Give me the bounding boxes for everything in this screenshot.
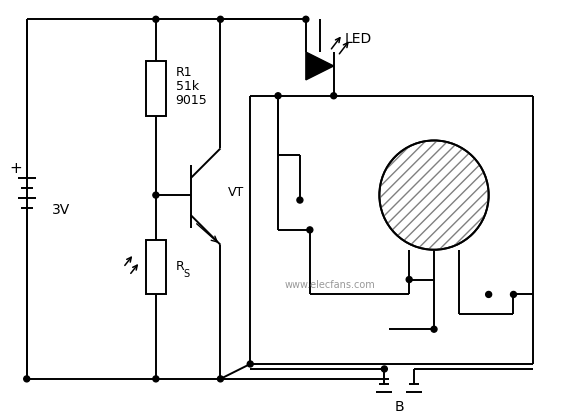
- Circle shape: [379, 140, 489, 250]
- Circle shape: [23, 376, 30, 382]
- Polygon shape: [306, 52, 333, 80]
- Circle shape: [153, 16, 159, 22]
- Circle shape: [248, 361, 253, 367]
- Text: 9015: 9015: [176, 94, 207, 107]
- Circle shape: [218, 16, 223, 22]
- Bar: [146, 240, 166, 294]
- Circle shape: [406, 276, 412, 283]
- Text: R: R: [176, 260, 185, 273]
- Bar: [146, 61, 166, 116]
- Circle shape: [331, 93, 337, 99]
- Circle shape: [153, 192, 159, 198]
- Circle shape: [307, 227, 313, 233]
- Text: S: S: [184, 268, 190, 278]
- Circle shape: [382, 366, 387, 372]
- Text: VT: VT: [229, 186, 245, 199]
- Circle shape: [153, 376, 159, 382]
- Text: B: B: [394, 400, 404, 414]
- Text: 3V: 3V: [52, 203, 70, 217]
- Circle shape: [297, 197, 303, 203]
- Text: +: +: [9, 161, 22, 176]
- Text: www.elecfans.com: www.elecfans.com: [284, 279, 375, 289]
- Circle shape: [431, 326, 437, 332]
- Circle shape: [218, 376, 223, 382]
- Text: R1: R1: [176, 66, 193, 79]
- Circle shape: [511, 291, 516, 297]
- Text: LED: LED: [344, 32, 372, 46]
- Circle shape: [303, 16, 309, 22]
- Text: 51k: 51k: [176, 80, 199, 93]
- Circle shape: [275, 93, 281, 99]
- Circle shape: [486, 291, 492, 297]
